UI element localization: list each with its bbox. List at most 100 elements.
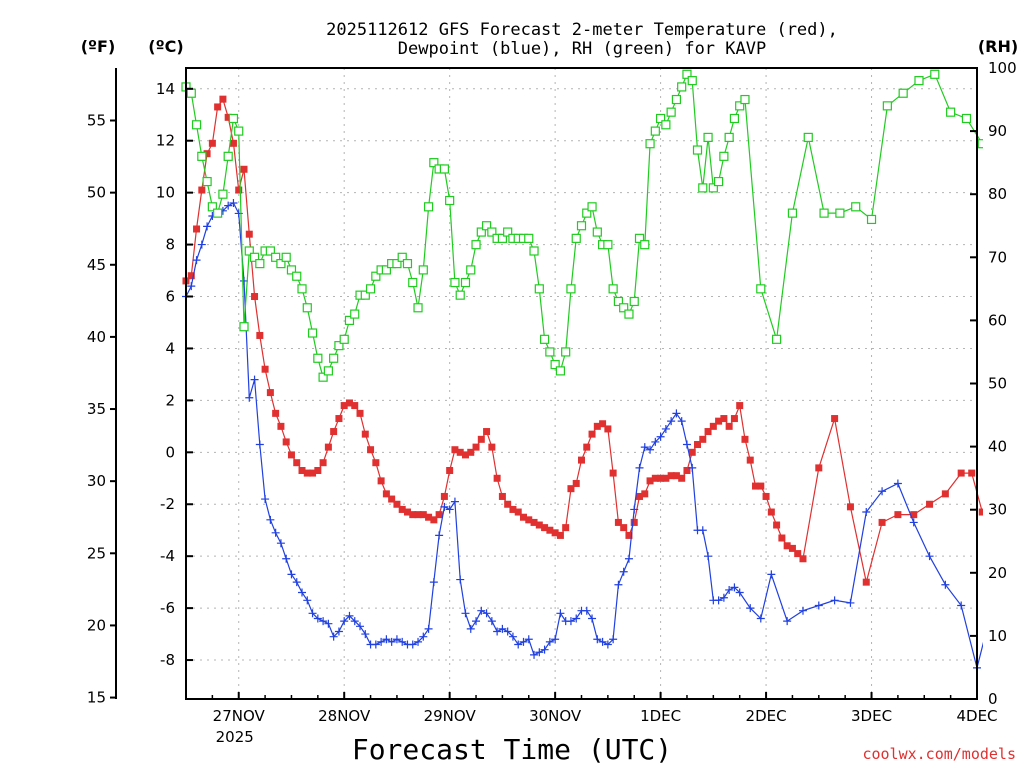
dewpoint-point [545, 637, 554, 646]
rh-point [471, 240, 481, 250]
rh-point [550, 359, 560, 370]
dewpoint-point [830, 596, 839, 605]
dewpoint-point [261, 495, 270, 504]
celsius-tick-label: 12 [156, 132, 175, 150]
rh-point [255, 259, 265, 269]
temperature-point [878, 518, 886, 526]
dewpoint-point [408, 640, 417, 649]
temperature-point [636, 492, 644, 500]
temperature-point [240, 165, 248, 173]
dewpoint-point [229, 199, 238, 208]
chart-title-line-1: 2025112612 GFS Forecast 2-meter Temperat… [326, 20, 838, 40]
temperature-point [330, 428, 338, 436]
rh-point [360, 290, 370, 300]
dewpoint-point [192, 256, 201, 265]
fahrenheit-tick-label: 40 [87, 328, 106, 346]
dewpoint-series-line [185, 202, 983, 668]
temperature-point [725, 422, 733, 430]
dewpoint-point [519, 637, 528, 646]
temperature-point [335, 415, 343, 423]
dewpoint-point [250, 375, 259, 384]
fahrenheit-tick-label: 25 [87, 544, 106, 562]
rh-point [286, 265, 297, 275]
temperature-point [229, 139, 237, 147]
temperature-point [778, 534, 786, 542]
plot-frame [185, 67, 978, 700]
temperature-point [261, 365, 269, 373]
rh-point [524, 233, 534, 243]
dewpoint-point [266, 515, 275, 524]
rh-point [397, 252, 407, 262]
dewpoint-point [1005, 586, 1013, 594]
rh-point [223, 151, 233, 161]
dewpoint-point [614, 580, 623, 589]
temperature-point [324, 443, 332, 451]
rh-point [634, 233, 645, 243]
temperature-point [599, 420, 607, 428]
temperature-point [556, 531, 564, 539]
temperature-point [910, 511, 918, 519]
temperature-point [277, 422, 285, 430]
temperature-point [794, 550, 802, 558]
dewpoint-point [783, 617, 792, 626]
dewpoint-point [566, 617, 575, 626]
rh-point [445, 195, 455, 206]
temperature-point [477, 435, 485, 443]
temperature-point [578, 456, 585, 464]
dewpoint-point [909, 518, 918, 527]
rh-tick-label: 10 [988, 627, 1007, 645]
rh-point [234, 126, 244, 136]
dewpoint-point [603, 640, 612, 649]
celsius-tick-label: -2 [160, 495, 175, 513]
rh-point [835, 208, 845, 218]
temperature-point [351, 402, 359, 410]
rh-point [756, 284, 766, 294]
rh-tick-label: 70 [988, 248, 1007, 266]
temperature-point [193, 225, 201, 233]
temperature-point [393, 500, 401, 508]
rh-point [603, 240, 613, 250]
dewpoint-point [419, 632, 428, 641]
rh-point [914, 76, 924, 86]
dewpoint-point [340, 617, 349, 626]
dewpoint-point [456, 575, 465, 584]
temperature-point [293, 459, 301, 467]
temperature-point [641, 490, 649, 498]
rh-point [497, 233, 507, 243]
temperature-point [235, 186, 243, 194]
celsius-tick-label: 6 [165, 288, 175, 306]
temperature-point [251, 293, 259, 301]
dewpoint-point [303, 596, 312, 605]
temperature-point [783, 542, 791, 550]
dewpoint-point [387, 637, 396, 646]
dewpoint-point [814, 601, 823, 610]
rh-point [344, 315, 355, 325]
rh-point [191, 120, 202, 130]
rh-point [239, 322, 249, 332]
dewpoint-point [308, 609, 317, 618]
temperature-point [345, 399, 353, 407]
temperature-point [862, 578, 870, 586]
dewpoint-point [630, 505, 639, 514]
dewpoint-point [619, 567, 628, 576]
rh-point [534, 284, 544, 294]
dewpoint-point [414, 637, 423, 646]
rh-point [566, 284, 576, 294]
temperature-point [256, 331, 264, 339]
temperature-point [762, 492, 770, 500]
dewpoint-point [656, 432, 665, 441]
temperature-point [414, 511, 422, 519]
temperature-point [245, 230, 253, 238]
x-tick-label: 28NOV [318, 707, 371, 725]
rh-point [318, 372, 328, 382]
rh-point [281, 252, 291, 262]
temperature-point [625, 531, 633, 539]
temperature-point [593, 422, 601, 430]
rh-point [698, 183, 708, 193]
temperature-point [461, 451, 469, 459]
rh-point [186, 88, 196, 98]
dewpoint-point [925, 552, 934, 561]
rh-point [455, 290, 465, 300]
temperature-point [446, 466, 454, 474]
dewpoint-point [398, 637, 407, 646]
